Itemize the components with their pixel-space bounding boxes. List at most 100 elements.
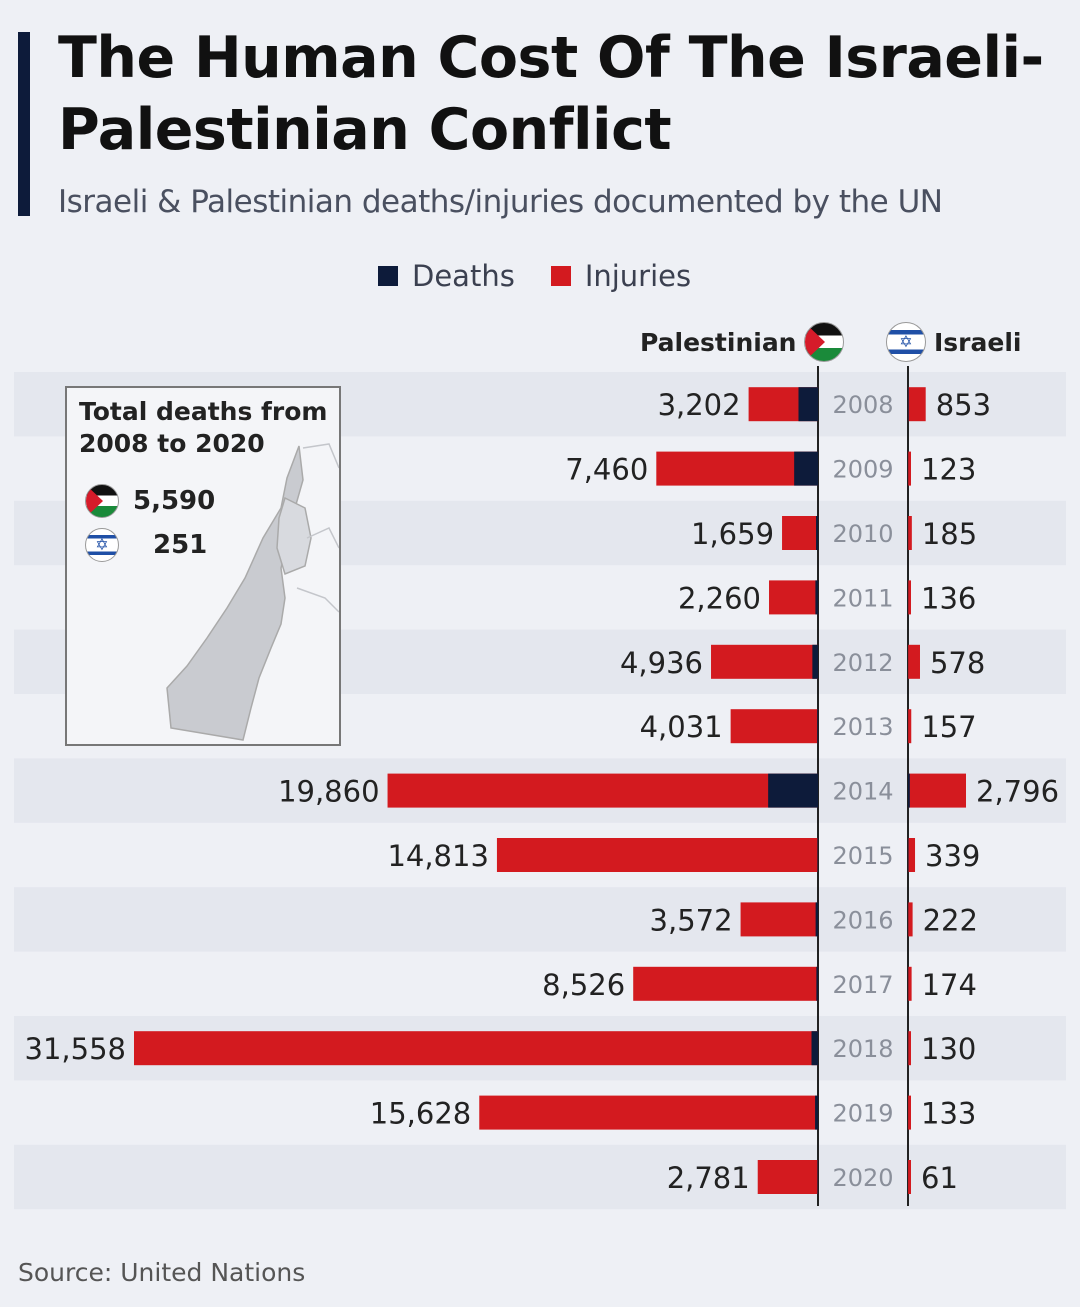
year-tick-label: 2015 (832, 842, 893, 870)
palestinian-bar-deaths (768, 773, 818, 808)
palestinian-value-label: 14,813 (387, 839, 488, 873)
palestinian-bar-deaths (817, 709, 818, 744)
israeli-value-label: 578 (930, 646, 985, 680)
israeli-bar-injuries (908, 1031, 911, 1066)
palestinian-bar-injuries (134, 1031, 818, 1066)
palestinian-bar-injuries (757, 1160, 818, 1194)
year-tick-label: 2010 (832, 520, 893, 548)
israeli-bar-injuries (908, 580, 911, 615)
palestinian-value-label: 15,628 (370, 1097, 471, 1131)
palestinian-bar-injuries (782, 516, 818, 550)
palestinian-bar-injuries (730, 709, 818, 744)
palestinian-side-header: Palestinian (640, 322, 845, 362)
inset-totals-box: Total deaths from 2008 to 2020 5,590 ✡ 2… (65, 386, 341, 746)
palestinian-bar-deaths (812, 644, 818, 679)
palestinian-bar-injuries (656, 451, 818, 486)
source-note: Source: United Nations (18, 1258, 306, 1287)
inset-row-palestinian: 5,590 (85, 484, 215, 518)
israeli-value-label: 157 (921, 710, 976, 744)
israeli-value-label: 2,796 (976, 775, 1059, 809)
legend-swatch-injuries (550, 266, 571, 286)
row-band (14, 887, 1066, 952)
inset-row-israeli: ✡ 251 (85, 528, 207, 562)
palestinian-bar-deaths (811, 1031, 818, 1066)
legend-label-injuries: Injuries (584, 259, 692, 293)
israeli-side-label: Israeli (934, 327, 1022, 357)
palestinian-bar-injuries (496, 838, 818, 872)
legend-swatch-deaths (378, 266, 398, 286)
palestinian-value-label: 2,781 (667, 1161, 750, 1195)
israeli-bar-injuries (908, 966, 912, 1001)
inset-israeli-total: 251 (153, 530, 208, 560)
palestinian-bar-deaths (815, 580, 818, 615)
israeli-value-label: 123 (921, 453, 976, 487)
palestinian-bar-deaths (815, 1095, 818, 1130)
palestinian-bar-deaths (817, 1160, 818, 1194)
israeli-value-label: 133 (921, 1097, 976, 1131)
israeli-bar-injuries (908, 1160, 911, 1194)
palestinian-value-label: 3,202 (658, 388, 741, 422)
year-tick-label: 2018 (832, 1035, 893, 1063)
israeli-bar-injuries (908, 644, 920, 679)
palestinian-value-label: 4,031 (640, 710, 723, 744)
israel-flag-icon: ✡ (886, 322, 926, 362)
legend-item-deaths: Deaths (378, 259, 515, 293)
israeli-value-label: 61 (921, 1161, 958, 1195)
israel-flag-icon: ✡ (85, 528, 119, 562)
palestinian-value-label: 19,860 (278, 775, 379, 809)
israeli-bar-injuries (908, 387, 926, 422)
israeli-bar-injuries (908, 451, 911, 486)
palestinian-bar-injuries (479, 1095, 818, 1130)
palestinian-value-label: 1,659 (691, 517, 774, 551)
israeli-value-label: 853 (936, 388, 991, 422)
palestinian-bar-deaths (817, 838, 818, 872)
israeli-side-header: ✡ Israeli (886, 322, 1021, 362)
title-accent-bar (18, 32, 30, 216)
israeli-value-label: 339 (925, 839, 980, 873)
israeli-value-label: 222 (923, 903, 978, 937)
palestine-flag-icon (804, 322, 845, 362)
year-tick-label: 2019 (832, 1100, 893, 1128)
israeli-bar-injuries (908, 709, 912, 744)
israeli-value-label: 130 (921, 1032, 976, 1066)
palestinian-value-label: 7,460 (565, 453, 648, 487)
palestinian-bar-injuries (633, 966, 818, 1001)
inset-palestinian-total: 5,590 (133, 486, 216, 516)
palestinian-bar-deaths (794, 451, 818, 486)
year-tick-label: 2020 (832, 1164, 893, 1192)
row-band (14, 1144, 1066, 1210)
year-tick-label: 2012 (832, 649, 893, 677)
israeli-bar-deaths (908, 773, 910, 808)
palestine-flag-icon (85, 484, 119, 518)
israeli-value-label: 136 (921, 581, 976, 615)
israeli-bar-injuries (908, 773, 966, 808)
palestinian-value-label: 2,260 (678, 581, 761, 615)
palestinian-bar-injuries (769, 580, 818, 615)
year-tick-label: 2017 (832, 971, 893, 999)
palestinian-side-label: Palestinian (640, 327, 797, 357)
year-tick-label: 2008 (832, 391, 893, 419)
palestinian-bar-injuries (740, 902, 818, 937)
israeli-bar-injuries (908, 1095, 911, 1130)
legend-item-injuries: Injuries (550, 259, 692, 293)
chart-legend: Deaths Injuries (378, 256, 727, 296)
israeli-bar-injuries (908, 516, 912, 550)
chart-title: The Human Cost Of The Israeli-Palestinia… (58, 25, 1044, 163)
year-tick-label: 2013 (832, 713, 893, 741)
israeli-bar-deaths (908, 387, 909, 422)
year-tick-label: 2016 (832, 906, 893, 934)
year-tick-label: 2014 (832, 778, 893, 806)
israeli-bar-injuries (908, 838, 916, 872)
inset-title: Total deaths from 2008 to 2020 (79, 397, 328, 458)
palestinian-bar-deaths (798, 387, 818, 422)
palestinian-value-label: 31,558 (25, 1032, 126, 1066)
palestinian-bar-injuries (711, 644, 818, 679)
israeli-value-label: 185 (922, 517, 977, 551)
palestinian-bar-deaths (816, 966, 818, 1001)
palestinian-bar-injuries (387, 773, 818, 808)
year-tick-label: 2009 (832, 456, 893, 484)
israeli-bar-injuries (908, 902, 913, 937)
palestinian-value-label: 8,526 (542, 968, 625, 1002)
palestinian-bar-deaths (816, 516, 818, 550)
